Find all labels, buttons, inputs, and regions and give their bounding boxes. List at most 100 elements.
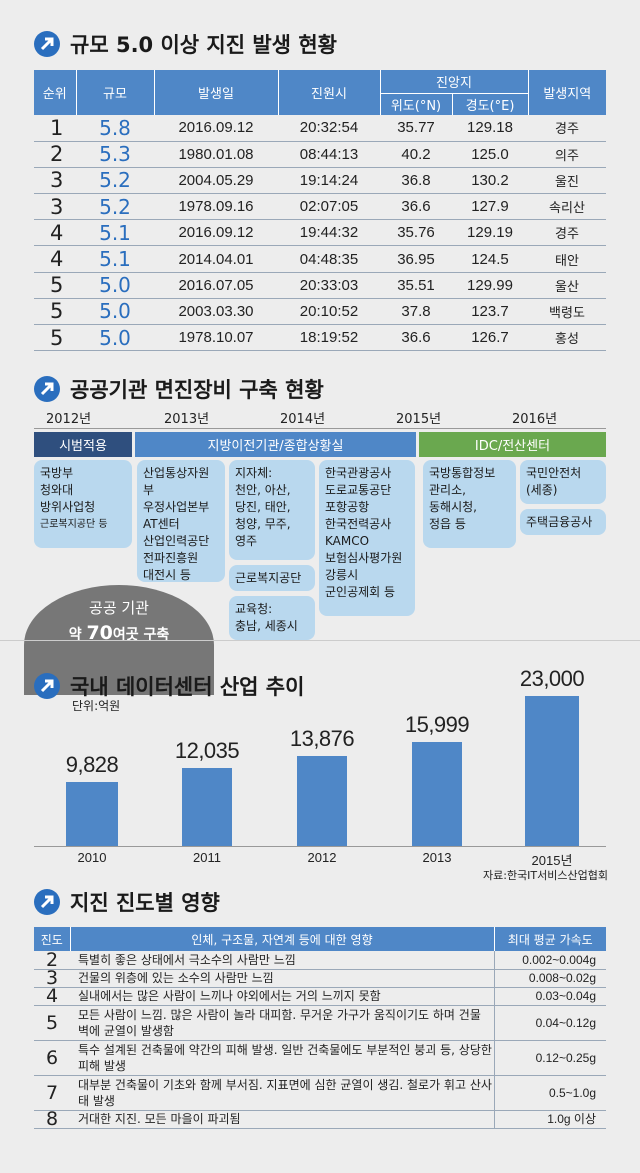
cell-mag: 5.2 (76, 193, 154, 221)
arrow-up-right-icon (34, 31, 60, 57)
bar-value-label: 12,035 (174, 737, 240, 763)
cell-accel: 0.12~0.25g (493, 1040, 606, 1076)
table-row: 4 5.1 2014.04.01 04:48:35 36.95 124.5 태안 (34, 245, 606, 273)
cell-mag: 5.1 (76, 219, 154, 247)
cell-lat: 36.95 (380, 245, 452, 273)
cell-rank: 5 (34, 272, 76, 299)
cell-mag: 5.3 (76, 141, 154, 168)
org-box-safety: 국민안전처 (세종) (520, 460, 606, 504)
cell-level: 5 (34, 1005, 70, 1041)
cell-lon: 130.2 (452, 167, 528, 195)
cell-mag: 5.0 (76, 272, 154, 299)
bar-2010 (66, 781, 118, 846)
cell-lon: 129.99 (452, 272, 528, 299)
org-box-defense-info: 국방통합정보 관리소, 동해시청, 정읍 등 (423, 460, 516, 548)
cell-lat: 36.6 (380, 193, 452, 221)
year-2014: 2014년 (280, 412, 326, 427)
cell-lat: 40.2 (380, 141, 452, 168)
table-row: 5 5.0 1978.10.07 18:19:52 36.6 126.7 홍성 (34, 324, 606, 352)
cell-level: 2 (34, 950, 70, 970)
org-box-welfare: 근로복지공단 (229, 565, 315, 591)
cell-level: 4 (34, 987, 70, 1006)
cell-level: 8 (34, 1110, 70, 1129)
x-tick-label: 2010 (77, 850, 107, 865)
table-row: 2 5.3 1980.01.08 08:44:13 40.2 125.0 의주 (34, 141, 606, 168)
cell-effect: 모든 사람이 느낌. 많은 사람이 놀라 대피함. 무거운 가구가 움직이기도 … (70, 1005, 494, 1041)
table-row: 5 5.0 2003.03.30 20:10:52 37.8 123.7 백령도 (34, 298, 606, 326)
bar-value-label: 23,000 (519, 666, 585, 691)
cell-region: 속리산 (528, 193, 606, 221)
cell-region: 태안 (528, 245, 606, 273)
cell-lon: 129.18 (452, 115, 528, 142)
cell-lon: 129.19 (452, 219, 528, 247)
chart-source: 자료:한국IT서비스산업협회 (483, 869, 608, 882)
cell-lon: 127.9 (452, 193, 528, 221)
chart-unit: 단위:억원 (72, 699, 121, 713)
cell-lat: 35.51 (380, 272, 452, 299)
cell-effect: 특수 설계된 건축물에 약간의 피해 발생. 일반 건축물에도 부분적인 붕괴 … (70, 1040, 494, 1076)
bar-value-label: 13,876 (289, 725, 355, 751)
cell-mag: 5.8 (76, 115, 154, 142)
cell-region: 백령도 (528, 298, 606, 326)
cell-time: 19:14:24 (278, 167, 380, 195)
cell-rank: 1 (34, 115, 76, 142)
cell-mag: 5.1 (76, 245, 154, 273)
table-row: 4 5.1 2016.09.12 19:44:32 35.76 129.19 경주 (34, 219, 606, 247)
cell-mag: 5.0 (76, 324, 154, 352)
cell-effect: 대부분 건축물이 기초와 함께 부서짐. 지표면에 심한 균열이 생김. 철로가… (70, 1075, 494, 1111)
table-row: 8 거대한 지진. 모든 마을이 파괴됨 1.0g 이상 (34, 1110, 606, 1129)
col-rank: 순위 (34, 70, 76, 115)
col-epicenter: 진앙지 (379, 70, 528, 94)
intensity-table: 진도 인체, 구조물, 자연계 등에 대한 영향 최대 평균 가속도 2 특별히 … (34, 927, 606, 1129)
cell-time: 04:48:35 (278, 245, 380, 273)
earthquake-table: 순위 규모 발생일 진원시 진앙지 발생지역 위도(°N) 경도(°E) 1 5.… (34, 70, 606, 352)
cell-lon: 124.5 (452, 245, 528, 273)
org-box-pilot: 국방부 청와대 방위사업청 근로복지공단 등 (34, 460, 132, 548)
section1-title: 규모 5.0 이상 지진 발생 현황 (34, 29, 337, 59)
cell-time: 20:10:52 (278, 298, 380, 326)
org-box-local-govts: 지자체: 천안, 아산, 당진, 태안, 청양, 무주, 영주 (229, 460, 315, 560)
cell-accel: 0.008~0.02g (493, 969, 606, 988)
cell-time: 02:07:05 (278, 193, 380, 221)
cell-rank: 5 (34, 298, 76, 326)
cell-region: 경주 (528, 115, 606, 142)
chart-baseline (34, 846, 606, 847)
phase-pilot: 시범적용 (34, 432, 132, 457)
col-accel: 최대 평균 가속도 (493, 927, 606, 951)
cell-accel: 0.002~0.004g (493, 951, 606, 970)
cell-mag: 5.0 (76, 298, 154, 326)
bar-2011 (182, 767, 232, 846)
cell-accel: 1.0g 이상 (493, 1110, 606, 1129)
cell-effect: 실내에서는 많은 사람이 느끼나 야외에서는 거의 느끼지 못함 (70, 987, 494, 1006)
cell-lat: 36.6 (380, 324, 452, 352)
cell-lat: 36.8 (380, 167, 452, 195)
cell-region: 울진 (528, 167, 606, 195)
cell-lon: 126.7 (452, 324, 528, 352)
table-row: 3 5.2 1978.09.16 02:07:05 36.6 127.9 속리산 (34, 193, 606, 221)
cell-date: 2003.03.30 (154, 298, 278, 326)
cell-time: 18:19:52 (278, 324, 380, 352)
cell-region: 경주 (528, 219, 606, 247)
org-box-housing: 주택금융공사 (520, 509, 606, 535)
cell-effect: 거대한 지진. 모든 마을이 파괴됨 (70, 1110, 494, 1129)
phase-idc: IDC/전산센터 (419, 432, 606, 457)
col-time: 진원시 (277, 70, 380, 115)
cell-rank: 4 (34, 219, 76, 247)
arrow-up-right-icon (34, 673, 60, 699)
table-row: 5 모든 사람이 느낌. 많은 사람이 놀라 대피함. 무거운 가구가 움직이기도… (34, 1005, 606, 1041)
org-box-public-corps: 한국관광공사 도로교통공단 포항공항 한국전력공사 KAMCO 보험심사평가원 … (319, 460, 415, 616)
cell-region: 울산 (528, 272, 606, 299)
cell-date: 2014.04.01 (154, 245, 278, 273)
year-2012: 2012년 (46, 412, 92, 427)
cell-region: 홍성 (528, 324, 606, 352)
year-2015: 2015년 (396, 412, 442, 427)
table-row: 3 5.2 2004.05.29 19:14:24 36.8 130.2 울진 (34, 167, 606, 195)
col-lat: 위도(°N) (379, 93, 452, 115)
bar-2013 (412, 741, 462, 846)
section4-title: 지진 진도별 영향 (34, 887, 220, 917)
arrow-up-right-icon (34, 376, 60, 402)
cell-time: 19:44:32 (278, 219, 380, 247)
cell-accel: 0.04~0.12g (493, 1005, 606, 1041)
year-2016: 2016년 (512, 412, 558, 427)
cell-rank: 4 (34, 245, 76, 273)
